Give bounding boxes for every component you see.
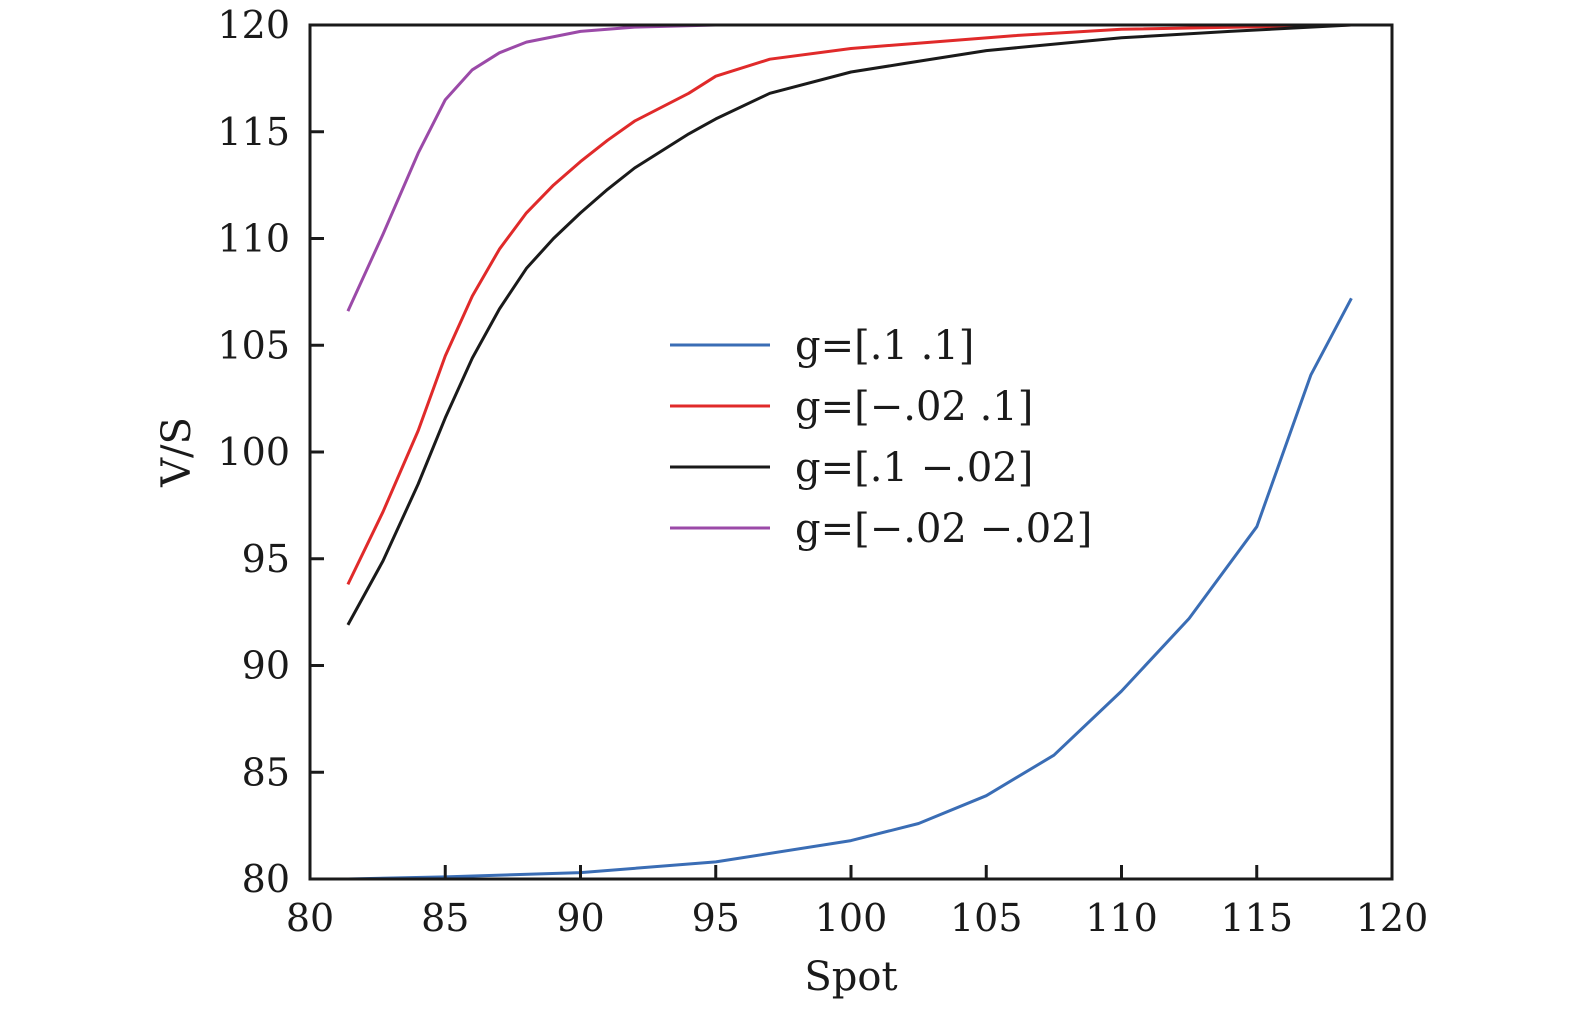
y-tick-label: 80 bbox=[242, 857, 290, 901]
x-tick-label: 115 bbox=[1220, 896, 1293, 940]
series-line-2 bbox=[346, 23, 1352, 586]
x-tick-label: 85 bbox=[421, 896, 469, 940]
y-tick-label: 95 bbox=[242, 537, 290, 581]
y-tick-label: 100 bbox=[217, 430, 290, 474]
y-tick-label: 90 bbox=[242, 644, 290, 688]
legend-entry-label: g=[−.02 .1] bbox=[795, 384, 1033, 430]
x-axis-label: Spot bbox=[804, 954, 897, 1000]
legend-entry-label: g=[.1 .1] bbox=[795, 323, 974, 369]
x-tick-label: 80 bbox=[286, 896, 334, 940]
y-tick-label: 85 bbox=[242, 750, 290, 794]
y-tick-label: 110 bbox=[217, 217, 290, 261]
axis-ticks: 80 85 90 95 100 105 110 115 120 80 85 90 95 100 105 110… bbox=[217, 3, 1428, 940]
series-line-3 bbox=[346, 23, 1352, 626]
y-axis-label: V/S bbox=[154, 417, 200, 488]
x-tick-label: 90 bbox=[556, 896, 604, 940]
x-tick-label: 100 bbox=[815, 896, 888, 940]
series-line-4 bbox=[346, 23, 1352, 312]
x-tick-label: 95 bbox=[692, 896, 740, 940]
x-tick-label: 120 bbox=[1356, 896, 1429, 940]
y-tick-label: 115 bbox=[217, 110, 290, 154]
legend-entry-label: g=[.1 −.02] bbox=[795, 445, 1033, 491]
legend: g=[.1 .1] g=[−.02 .1] g=[.1 −.02] g=[−.02 −… bbox=[670, 323, 1092, 552]
y-tick-label: 105 bbox=[217, 323, 290, 367]
y-tick-label: 120 bbox=[217, 3, 290, 47]
x-tick-label: 105 bbox=[950, 896, 1023, 940]
legend-entry-label: g=[−.02 −.02] bbox=[795, 506, 1092, 552]
x-tick-label: 110 bbox=[1085, 896, 1158, 940]
